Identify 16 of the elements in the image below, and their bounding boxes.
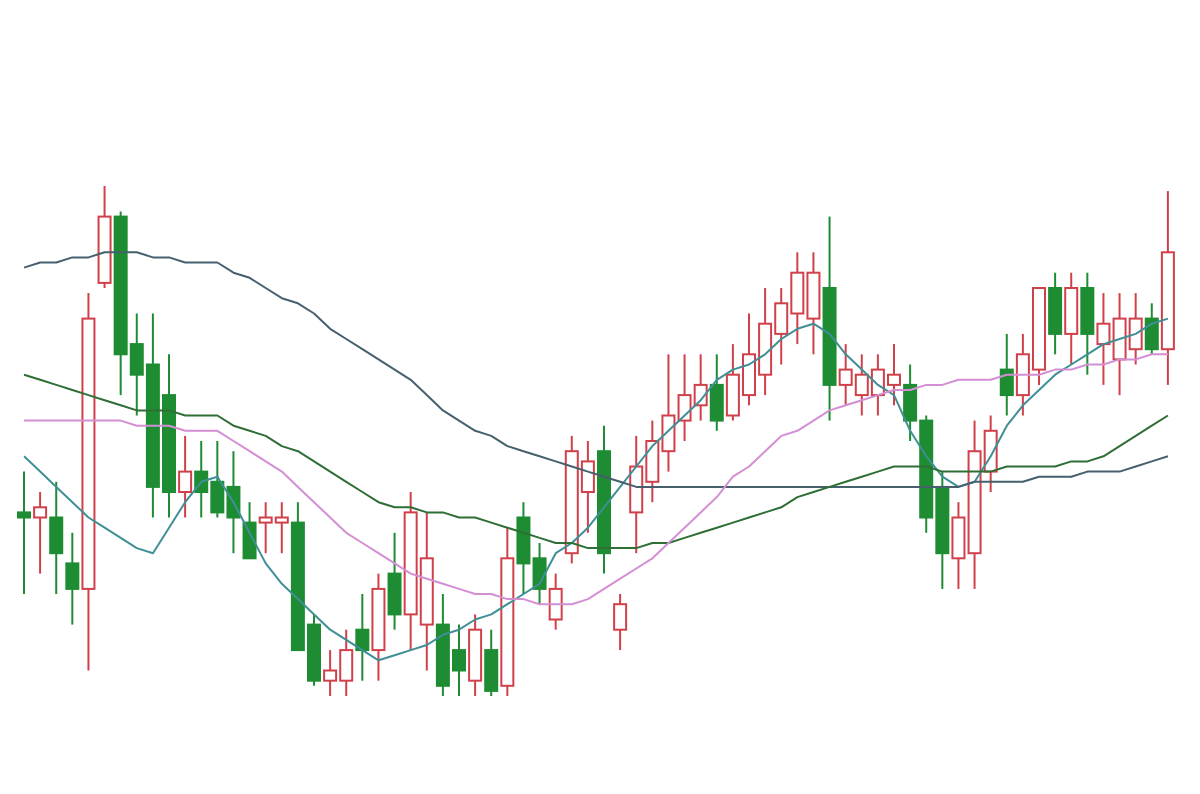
candlestick bbox=[1064, 271, 1079, 366]
candlestick bbox=[65, 531, 80, 626]
candlestick bbox=[178, 434, 193, 519]
candlestick bbox=[1080, 271, 1095, 376]
candlestick bbox=[17, 470, 31, 595]
candlestick bbox=[1144, 302, 1159, 356]
candlestick bbox=[355, 593, 370, 682]
candlestick bbox=[484, 628, 499, 696]
candlestick bbox=[1048, 271, 1063, 356]
candlestick bbox=[548, 572, 563, 631]
candlestick bbox=[613, 593, 628, 652]
candlestick bbox=[49, 480, 64, 595]
candlestick bbox=[387, 531, 402, 631]
candlestick bbox=[709, 353, 724, 432]
candlestick bbox=[33, 491, 48, 575]
candlestick bbox=[999, 332, 1014, 417]
